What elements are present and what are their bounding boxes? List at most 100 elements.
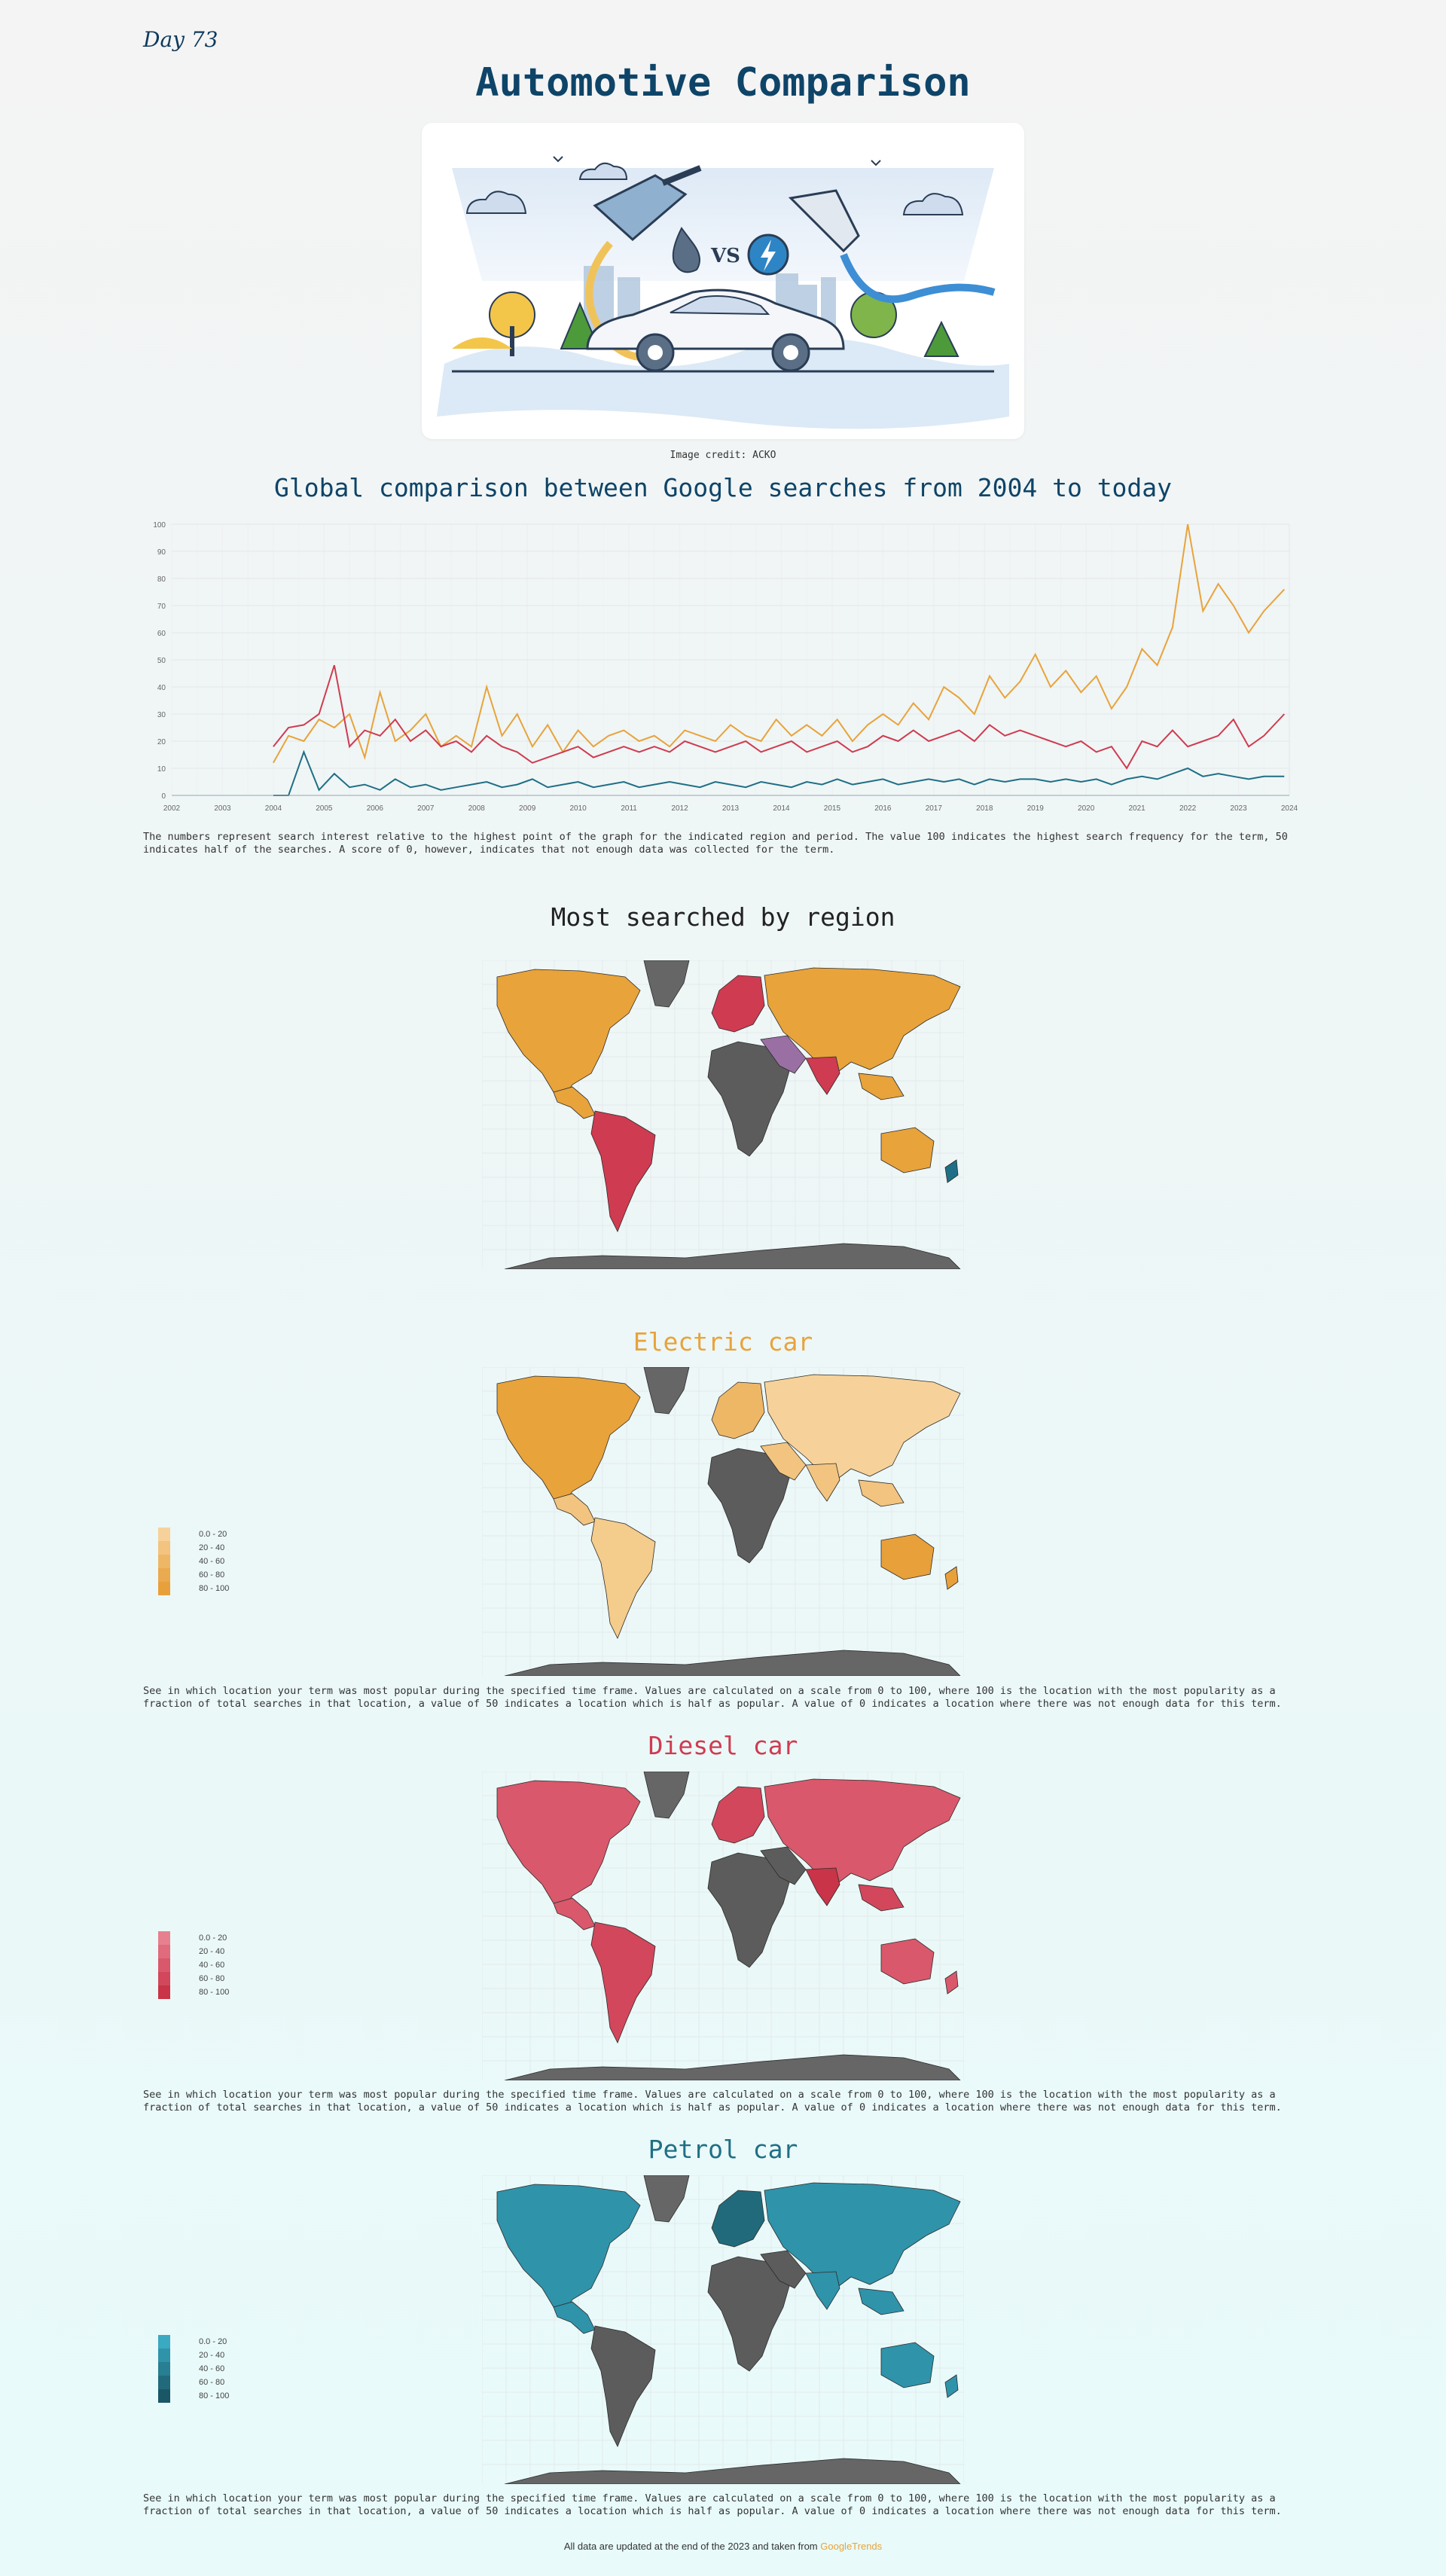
map-region-seAsia[interactable] bbox=[858, 1479, 905, 1507]
legend-row: 20 - 40 bbox=[158, 1541, 229, 1555]
legend-swatch bbox=[158, 1555, 170, 1568]
map-region-india[interactable] bbox=[805, 2271, 840, 2310]
fuel-drop-icon bbox=[672, 227, 700, 273]
map-region-australia[interactable] bbox=[880, 2342, 935, 2388]
map-region-greenland[interactable] bbox=[643, 1771, 690, 1819]
legend-swatch bbox=[158, 2389, 170, 2403]
lightning-bolt-icon bbox=[747, 233, 789, 276]
legend-swatch bbox=[158, 2335, 170, 2349]
x-tick-label: 2015 bbox=[824, 804, 841, 813]
legend-label: 20 - 40 bbox=[199, 2351, 225, 2360]
legend-row: 60 - 80 bbox=[158, 1568, 229, 1582]
x-tick-label: 2017 bbox=[926, 804, 943, 813]
map-region-northAmerica[interactable] bbox=[496, 1780, 641, 1908]
map-region-southAmerica[interactable] bbox=[590, 1517, 656, 1639]
legend-swatch bbox=[158, 2349, 170, 2362]
map-region-nz[interactable] bbox=[944, 2374, 959, 2398]
electric-note: See in which location your term was most… bbox=[143, 1685, 1282, 1710]
vs-label: VS bbox=[710, 245, 740, 267]
map-region-middleEast[interactable] bbox=[760, 1846, 807, 1885]
legend-row: 60 - 80 bbox=[158, 2376, 229, 2389]
map-region-europe[interactable] bbox=[711, 2190, 765, 2248]
x-tick-label: 2012 bbox=[671, 804, 688, 813]
petrol-map bbox=[481, 2175, 965, 2485]
region-title: Most searched by region bbox=[551, 902, 895, 932]
map-region-australia[interactable] bbox=[880, 1534, 935, 1580]
x-tick-label: 2014 bbox=[773, 804, 790, 813]
legend-label: 80 - 100 bbox=[199, 1988, 230, 1997]
electric-legend: 0.0 - 20 20 - 40 40 - 60 60 - 80 80 - 100 bbox=[158, 1528, 229, 1595]
map-region-southAmerica[interactable] bbox=[590, 2325, 656, 2447]
map-region-greenland[interactable] bbox=[643, 2175, 690, 2223]
google-trends-link[interactable]: GoogleTrends bbox=[820, 2541, 883, 2552]
legend-row: 80 - 100 bbox=[158, 1582, 229, 1595]
map-region-northAmerica[interactable] bbox=[496, 969, 641, 1097]
map-region-nz[interactable] bbox=[944, 1566, 959, 1590]
map-region-southAmerica[interactable] bbox=[590, 1921, 656, 2043]
legend-row: 0.0 - 20 bbox=[158, 2335, 229, 2349]
map-region-centralAmerica[interactable] bbox=[553, 2301, 596, 2334]
map-region-antarctica[interactable] bbox=[504, 2458, 961, 2485]
map-region-antarctica[interactable] bbox=[504, 1650, 961, 1677]
legend-label: 20 - 40 bbox=[199, 1947, 225, 1956]
legend-swatch bbox=[158, 1945, 170, 1958]
series-line-2 bbox=[273, 749, 1285, 796]
y-tick-label: 60 bbox=[157, 630, 166, 638]
trend-line-chart: 2002 2003 2004 2005 2006 2007 2008 2009 2010 2011… bbox=[153, 521, 1298, 813]
trend-chart-title: Global comparison between Google searche… bbox=[273, 473, 1173, 502]
map-region-centralAmerica[interactable] bbox=[553, 1086, 596, 1119]
y-tick-label: 80 bbox=[157, 575, 166, 584]
map-region-antarctica[interactable] bbox=[504, 1243, 961, 1270]
map-region-centralAmerica[interactable] bbox=[553, 1897, 596, 1930]
map-region-middleEast[interactable] bbox=[760, 1442, 807, 1481]
map-region-europe[interactable] bbox=[711, 1381, 765, 1439]
map-region-nz[interactable] bbox=[944, 1159, 959, 1183]
map-region-asia[interactable] bbox=[764, 1778, 961, 1885]
map-region-middleEast[interactable] bbox=[760, 1035, 807, 1074]
legend-row: 40 - 60 bbox=[158, 1555, 229, 1568]
map-region-australia[interactable] bbox=[880, 1938, 935, 1985]
ev-vs-fuel-illustration: VS bbox=[437, 156, 1009, 429]
world-map-electric bbox=[481, 1366, 965, 1677]
footer: All data are updated at the end of the 2… bbox=[0, 2541, 1446, 2552]
map-region-centralAmerica[interactable] bbox=[553, 1493, 596, 1526]
map-region-nz[interactable] bbox=[944, 1970, 959, 1995]
legend-label: 40 - 60 bbox=[199, 1557, 225, 1566]
legend-label: 40 - 60 bbox=[199, 1961, 225, 1970]
map-region-antarctica[interactable] bbox=[504, 2054, 961, 2081]
map-region-india[interactable] bbox=[805, 1056, 840, 1095]
world-map-diesel bbox=[481, 1771, 965, 2081]
hero-illustration: VS bbox=[422, 123, 1024, 439]
map-region-asia[interactable] bbox=[764, 1374, 961, 1481]
x-tick-label: 2020 bbox=[1078, 804, 1095, 813]
map-region-europe[interactable] bbox=[711, 975, 765, 1033]
map-region-asia[interactable] bbox=[764, 967, 961, 1074]
region-map bbox=[481, 960, 965, 1270]
y-tick-label: 40 bbox=[157, 684, 166, 692]
map-region-india[interactable] bbox=[805, 1463, 840, 1502]
map-region-seAsia[interactable] bbox=[858, 1073, 905, 1100]
x-tick-label: 2007 bbox=[417, 804, 435, 813]
electric-title: Electric car bbox=[633, 1327, 813, 1357]
legend-row: 40 - 60 bbox=[158, 2362, 229, 2376]
map-region-australia[interactable] bbox=[880, 1127, 935, 1174]
map-region-middleEast[interactable] bbox=[760, 2250, 807, 2289]
map-region-india[interactable] bbox=[805, 1867, 840, 1906]
map-region-seAsia[interactable] bbox=[858, 2288, 905, 2315]
map-region-greenland[interactable] bbox=[643, 960, 690, 1008]
legend-label: 0.0 - 20 bbox=[199, 2337, 227, 2346]
legend-label: 80 - 100 bbox=[199, 2391, 230, 2401]
map-region-seAsia[interactable] bbox=[858, 1884, 905, 1912]
legend-label: 60 - 80 bbox=[199, 1974, 225, 1983]
map-region-asia[interactable] bbox=[764, 2182, 961, 2289]
x-tick-label: 2013 bbox=[722, 804, 740, 813]
map-region-southAmerica[interactable] bbox=[590, 1110, 656, 1232]
map-region-northAmerica[interactable] bbox=[496, 1375, 641, 1503]
x-tick-label: 2006 bbox=[367, 804, 384, 813]
map-region-europe[interactable] bbox=[711, 1786, 765, 1844]
x-tick-label: 2019 bbox=[1027, 804, 1045, 813]
map-region-greenland[interactable] bbox=[643, 1366, 690, 1415]
map-region-northAmerica[interactable] bbox=[496, 2184, 641, 2312]
legend-label: 0.0 - 20 bbox=[199, 1934, 227, 1943]
legend-swatch bbox=[158, 1568, 170, 1582]
